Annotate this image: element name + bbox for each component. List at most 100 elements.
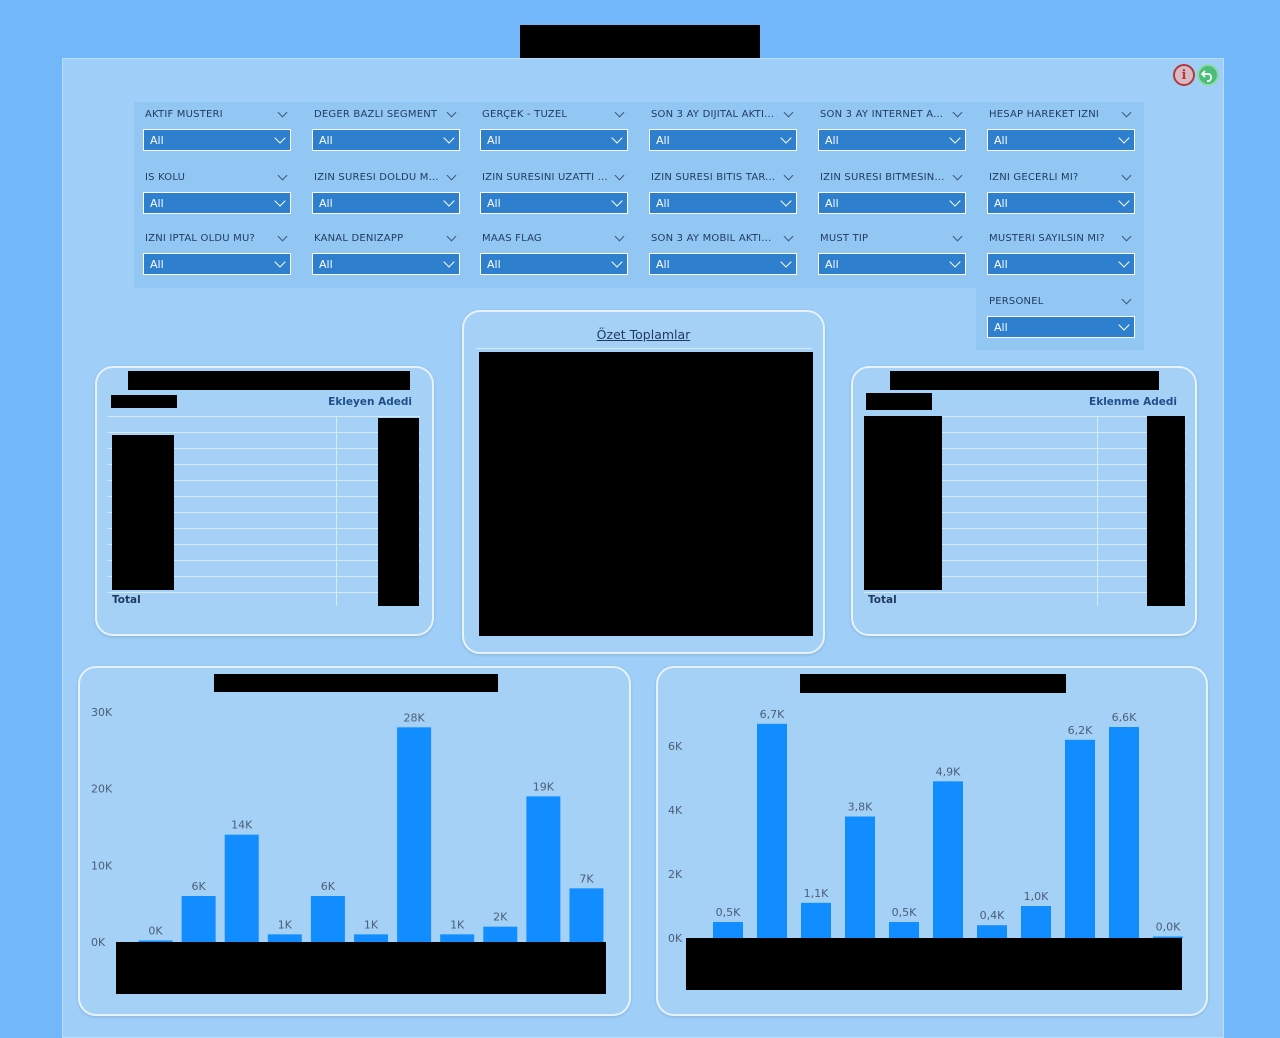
chart-bar[interactable] [713,922,743,938]
slicer-son-3-ay-mobil-akti[interactable]: SON 3 AY MOBIL AKTI... All [649,227,797,275]
chart-bar[interactable] [801,902,831,938]
chevron-down-icon[interactable] [1121,231,1132,241]
chart-bar[interactable] [569,888,604,942]
right-table-value-header[interactable]: Eklenme Adedi [1089,396,1177,408]
chevron-down-icon[interactable] [1118,256,1130,268]
slicer-header[interactable]: IZNI IPTAL OLDU MU? [143,227,291,249]
slicer-header[interactable]: KANAL DENIZAPP [312,227,460,249]
chevron-down-icon[interactable] [443,132,455,144]
slicer-dropdown[interactable]: All [143,192,291,214]
slicer-dropdown[interactable]: All [987,129,1135,151]
chevron-down-icon[interactable] [614,231,625,241]
chevron-down-icon[interactable] [949,132,961,144]
chart-bar[interactable] [397,727,432,942]
slicer-must-tip[interactable]: MUST TIP All [818,227,966,275]
chart-bar[interactable] [138,940,173,942]
chart-bar[interactable] [267,934,302,942]
slicer-izin-suresi-doldu-m[interactable]: IZIN SURESI DOLDU M... All [312,166,460,214]
chevron-down-icon[interactable] [614,107,625,117]
slicer-musteri-sayilsin-mi[interactable]: MUSTERI SAYILSIN MI? All [987,227,1135,275]
slicer-header[interactable]: MAAS FLAG [480,227,628,249]
slicer-dropdown[interactable]: All [312,129,460,151]
chevron-down-icon[interactable] [952,107,963,117]
chevron-down-icon[interactable] [611,195,623,207]
left-table-value-header[interactable]: Ekleyen Adedi [328,396,412,408]
slicer-son-3-ay-internet-a[interactable]: SON 3 AY INTERNET A... All [818,103,966,151]
slicer-personel[interactable]: PERSONEL All [987,290,1135,338]
slicer-header[interactable]: PERSONEL [987,290,1135,312]
slicer-dropdown[interactable]: All [143,253,291,275]
slicer-dropdown[interactable]: All [818,192,966,214]
chart-bar[interactable] [757,723,787,938]
slicer-dropdown[interactable]: All [480,253,628,275]
chevron-down-icon[interactable] [1121,170,1132,180]
slicer-header[interactable]: IZIN SURESI BITMESIN... [818,166,966,188]
chevron-down-icon[interactable] [274,195,286,207]
slicer-header[interactable]: SON 3 AY DIJITAL AKTI... [649,103,797,125]
chevron-down-icon[interactable] [780,256,792,268]
chevron-down-icon[interactable] [443,195,455,207]
chevron-down-icon[interactable] [1121,294,1132,304]
slicer-header[interactable]: IZNI GECERLI MI? [987,166,1135,188]
chevron-down-icon[interactable] [274,256,286,268]
chart-bar[interactable] [845,816,875,938]
chevron-down-icon[interactable] [952,231,963,241]
slicer-header[interactable]: MUSTERI SAYILSIN MI? [987,227,1135,249]
chart-bar[interactable] [1065,739,1095,938]
chevron-down-icon[interactable] [1118,319,1130,331]
chevron-down-icon[interactable] [783,231,794,241]
chart-bar[interactable] [889,922,919,938]
chart-bar[interactable] [977,925,1007,938]
chevron-down-icon[interactable] [1118,195,1130,207]
slicer-izin-suresi-bitis-tar[interactable]: IZIN SURESI BITIS TAR... All [649,166,797,214]
slicer-header[interactable]: GERÇEK - TUZEL [480,103,628,125]
chart-bar[interactable] [440,934,475,942]
slicer-aktif-musteri[interactable]: AKTIF MUSTERI All [143,103,291,151]
chevron-down-icon[interactable] [614,170,625,180]
chevron-down-icon[interactable] [443,256,455,268]
slicer-header[interactable]: AKTIF MUSTERI [143,103,291,125]
chevron-down-icon[interactable] [274,132,286,144]
chart-bar[interactable] [1109,727,1139,938]
chart-bar[interactable] [181,896,216,942]
slicer-dropdown[interactable]: All [987,192,1135,214]
chevron-down-icon[interactable] [783,107,794,117]
slicer-dropdown[interactable]: All [649,253,797,275]
chevron-down-icon[interactable] [783,170,794,180]
chevron-down-icon[interactable] [1118,132,1130,144]
chevron-down-icon[interactable] [446,107,457,117]
slicer-header[interactable]: IZIN SURESI BITIS TAR... [649,166,797,188]
slicer-header[interactable]: HESAP HAREKET IZNI [987,103,1135,125]
chart-bar[interactable] [354,934,388,942]
slicer-izin-suresi-bitmesin[interactable]: IZIN SURESI BITMESIN... All [818,166,966,214]
slicer-header[interactable]: IZIN SURESINI UZATTI ... [480,166,628,188]
slicer-hesap-hareket-izni[interactable]: HESAP HAREKET IZNI All [987,103,1135,151]
slicer-header[interactable]: SON 3 AY MOBIL AKTI... [649,227,797,249]
chevron-down-icon[interactable] [949,195,961,207]
slicer-header[interactable]: IZIN SURESI DOLDU M... [312,166,460,188]
slicer-dropdown[interactable]: All [480,192,628,214]
slicer-header[interactable]: DEGER BAZLI SEGMENT [312,103,460,125]
slicer-dropdown[interactable]: All [649,129,797,151]
chart-bar[interactable] [310,896,345,942]
slicer-header[interactable]: MUST TIP [818,227,966,249]
slicer-is-kolu[interactable]: IS KOLU All [143,166,291,214]
slicer-gerçek-tuzel[interactable]: GERÇEK - TUZEL All [480,103,628,151]
chart-bar[interactable] [224,834,259,942]
chart-bar[interactable] [483,926,518,942]
slicer-kanal-denizapp[interactable]: KANAL DENIZAPP All [312,227,460,275]
slicer-dropdown[interactable]: All [987,253,1135,275]
slicer-son-3-ay-dijital-akti[interactable]: SON 3 AY DIJITAL AKTI... All [649,103,797,151]
slicer-maas-flag[interactable]: MAAS FLAG All [480,227,628,275]
chevron-down-icon[interactable] [780,132,792,144]
slicer-dropdown[interactable]: All [480,129,628,151]
chevron-down-icon[interactable] [611,256,623,268]
chevron-down-icon[interactable] [446,170,457,180]
chevron-down-icon[interactable] [949,256,961,268]
chevron-down-icon[interactable] [780,195,792,207]
slicer-dropdown[interactable]: All [143,129,291,151]
slicer-dropdown[interactable]: All [818,253,966,275]
slicer-header[interactable]: IS KOLU [143,166,291,188]
slicer-dropdown[interactable]: All [312,253,460,275]
chevron-down-icon[interactable] [277,231,288,241]
